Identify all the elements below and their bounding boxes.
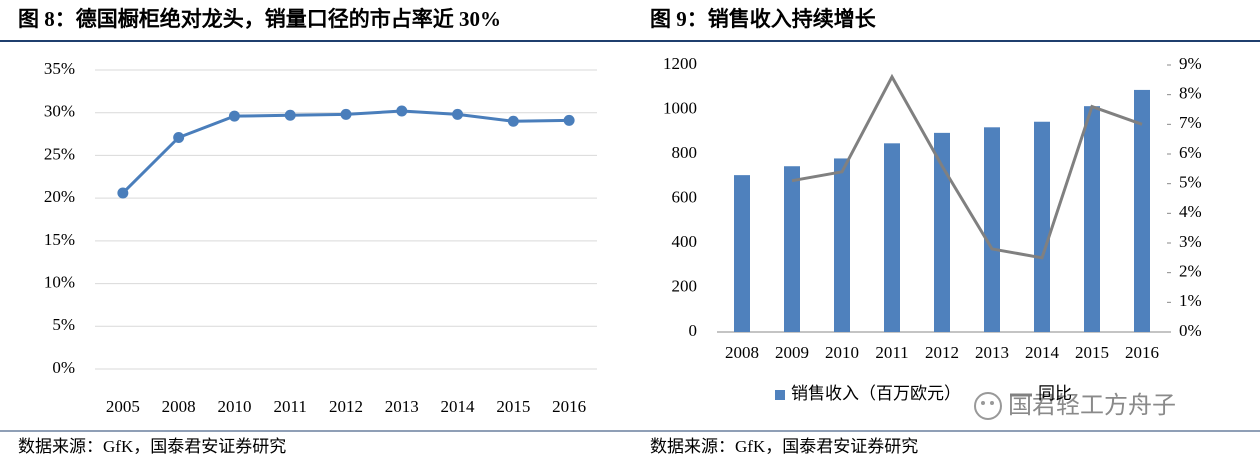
x-tick-label: 2013	[975, 343, 1009, 362]
legend-label: 销售收入（百万欧元）	[791, 384, 961, 403]
y2-tick-label: 1%	[1179, 291, 1202, 310]
marker	[228, 110, 240, 122]
y2-tick-label: 2%	[1179, 262, 1202, 281]
y2-tick-label: 5%	[1179, 173, 1202, 192]
marker	[117, 187, 129, 199]
y-tick-label: 200	[672, 276, 698, 295]
y-tick-label: 0	[689, 321, 698, 340]
x-tick-label: 2014	[1025, 343, 1060, 362]
bar	[934, 132, 950, 332]
y2-tick-label: 8%	[1179, 84, 1202, 103]
x-tick-label: 2011	[274, 397, 307, 416]
y2-tick-label: 7%	[1179, 113, 1202, 132]
watermark-icon	[974, 392, 1002, 420]
x-tick-label: 2015	[496, 397, 530, 416]
y2-tick-label: 3%	[1179, 232, 1202, 251]
x-tick-label: 2011	[875, 343, 908, 362]
y-tick-label: 400	[672, 232, 698, 251]
y-tick-label: 30%	[44, 102, 75, 121]
marker	[173, 131, 185, 143]
y-tick-label: 10%	[44, 272, 75, 291]
bar	[784, 166, 800, 332]
y-tick-label: 15%	[44, 230, 75, 249]
line	[121, 109, 570, 195]
source: 数据来源：GfK，国泰君安证券研究	[18, 437, 286, 456]
y2-tick-label: 4%	[1179, 202, 1202, 221]
x-tick-label: 2008	[725, 343, 759, 362]
x-tick-label: 2016	[552, 397, 586, 416]
y-tick-label: 1000	[663, 98, 697, 117]
x-tick-label: 2015	[1075, 343, 1109, 362]
y2-tick-label: 6%	[1179, 143, 1202, 162]
legend-swatch	[775, 390, 785, 400]
marker	[340, 108, 352, 120]
x-tick-label: 2016	[1125, 343, 1159, 362]
y-tick-label: 20%	[44, 187, 75, 206]
marker	[284, 109, 296, 121]
x-tick-label: 2014	[441, 397, 476, 416]
y-tick-label: 35%	[44, 59, 75, 78]
y-tick-label: 25%	[44, 144, 75, 163]
bar	[1034, 121, 1050, 332]
marker	[563, 114, 575, 126]
x-tick-label: 2013	[385, 397, 419, 416]
y-tick-label: 600	[672, 187, 698, 206]
bar	[1084, 106, 1100, 332]
x-tick-label: 2012	[925, 343, 959, 362]
bar	[984, 127, 1000, 332]
bar	[834, 158, 850, 332]
bar	[884, 143, 900, 332]
y2-tick-label: 9%	[1179, 54, 1202, 73]
marker	[452, 108, 464, 120]
chart-title: 图 9：销售收入持续增长	[650, 7, 877, 31]
legend-label: 同比	[1038, 384, 1072, 403]
bar	[1134, 89, 1150, 332]
watermark: 国君轻工方舟子	[1008, 391, 1176, 419]
y-tick-label: 800	[672, 143, 698, 162]
y-tick-label: 0%	[52, 358, 75, 377]
x-tick-label: 2009	[775, 343, 809, 362]
x-tick-label: 2010	[825, 343, 859, 362]
y-tick-label: 5%	[52, 315, 75, 334]
y-tick-label: 1200	[663, 54, 697, 73]
x-tick-label: 2010	[217, 397, 251, 416]
line	[791, 73, 1143, 260]
marker	[396, 105, 408, 117]
y2-tick-label: 0%	[1179, 321, 1202, 340]
x-tick-label: 2008	[162, 397, 196, 416]
chart-title: 图 8：德国橱柜绝对龙头，销量口径的市占率近 30%	[18, 7, 501, 31]
source: 数据来源：GfK，国泰君安证券研究	[650, 437, 918, 456]
x-tick-label: 2005	[106, 397, 140, 416]
marker	[507, 115, 519, 127]
x-tick-label: 2012	[329, 397, 363, 416]
bar	[734, 175, 750, 332]
